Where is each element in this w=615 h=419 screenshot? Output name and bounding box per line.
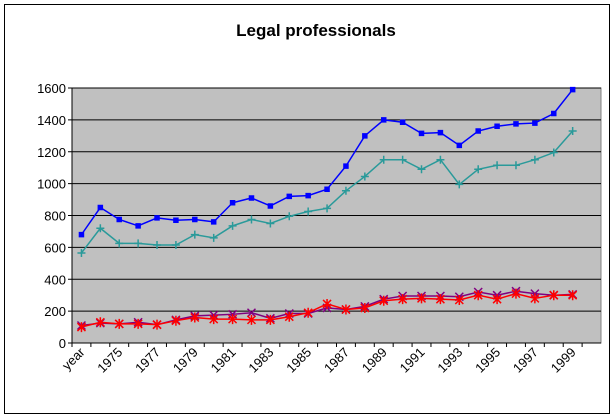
- data-point: [190, 230, 199, 239]
- data-point: [513, 121, 519, 127]
- data-point: [418, 130, 425, 137]
- data-point: [267, 203, 274, 209]
- y-tick-label: 800: [44, 209, 66, 224]
- data-point: [454, 294, 464, 305]
- data-point: [417, 165, 426, 174]
- data-point: [247, 215, 256, 224]
- data-point: [134, 239, 143, 248]
- data-point: [416, 293, 427, 304]
- data-point: [341, 304, 351, 315]
- data-point: [228, 314, 238, 325]
- y-tick-label: 1600: [37, 81, 66, 96]
- data-point: [305, 192, 311, 199]
- data-point: [511, 288, 521, 299]
- data-point: [248, 195, 255, 201]
- data-point: [190, 312, 200, 323]
- data-point: [116, 216, 122, 223]
- y-tick-label: 0: [59, 336, 66, 351]
- data-point: [455, 180, 464, 189]
- data-point: [473, 290, 483, 301]
- data-point: [115, 239, 124, 248]
- data-point: [532, 120, 538, 126]
- data-point: [286, 193, 293, 200]
- data-point: [303, 307, 313, 318]
- y-tick-label: 200: [44, 304, 66, 319]
- data-point: [362, 133, 368, 139]
- data-point: [379, 295, 389, 306]
- data-point: [265, 314, 275, 325]
- data-point: [246, 314, 257, 325]
- data-point: [494, 123, 500, 129]
- data-point: [285, 212, 294, 221]
- y-tick-label: 400: [44, 272, 66, 287]
- data-point: [322, 298, 332, 309]
- data-point: [324, 186, 330, 192]
- data-point: [192, 216, 198, 223]
- data-point: [568, 290, 578, 301]
- data-point: [246, 308, 257, 318]
- data-point: [229, 200, 236, 206]
- data-point: [95, 317, 105, 328]
- y-tick-label: 1400: [37, 113, 66, 128]
- data-point: [380, 117, 387, 123]
- data-point: [77, 248, 86, 257]
- data-point: [435, 294, 445, 305]
- data-point: [360, 302, 370, 313]
- data-point: [436, 155, 445, 164]
- data-point: [114, 318, 124, 329]
- data-point: [360, 172, 369, 181]
- data-point: [530, 155, 539, 164]
- data-point: [171, 315, 181, 326]
- data-point: [228, 221, 237, 230]
- y-tick-label: 1000: [37, 177, 66, 192]
- data-point: [76, 322, 86, 333]
- data-point: [323, 204, 332, 213]
- data-point: [456, 142, 463, 149]
- data-point: [379, 155, 388, 164]
- data-point: [304, 207, 313, 216]
- data-point: [492, 294, 502, 305]
- data-point: [551, 110, 557, 117]
- y-tick-label: 600: [44, 240, 66, 255]
- chart-title: Legal professionals: [236, 21, 396, 40]
- data-point: [568, 127, 577, 136]
- data-point: [474, 165, 483, 174]
- data-point: [97, 204, 104, 211]
- data-point: [78, 231, 85, 238]
- data-point: [171, 240, 180, 249]
- data-point: [549, 148, 558, 157]
- data-point: [343, 163, 349, 169]
- data-point: [153, 240, 162, 249]
- data-point: [475, 128, 481, 134]
- data-point: [266, 219, 275, 228]
- data-point: [398, 155, 407, 164]
- data-point: [511, 161, 520, 170]
- data-point: [209, 314, 219, 325]
- data-point: [398, 294, 408, 305]
- data-point: [549, 290, 559, 301]
- data-point: [154, 215, 160, 221]
- data-point: [209, 233, 218, 242]
- data-point: [173, 217, 179, 224]
- data-point: [96, 224, 105, 233]
- y-tick-label: 1200: [37, 145, 66, 160]
- data-point: [569, 86, 576, 93]
- data-point: [530, 293, 540, 304]
- data-point: [493, 161, 502, 170]
- data-point: [152, 319, 162, 330]
- data-point: [437, 129, 444, 136]
- data-point: [399, 119, 406, 126]
- data-point: [135, 223, 141, 229]
- data-point: [210, 219, 217, 225]
- data-point: [341, 186, 350, 195]
- data-point: [133, 318, 143, 329]
- data-point: [284, 311, 294, 322]
